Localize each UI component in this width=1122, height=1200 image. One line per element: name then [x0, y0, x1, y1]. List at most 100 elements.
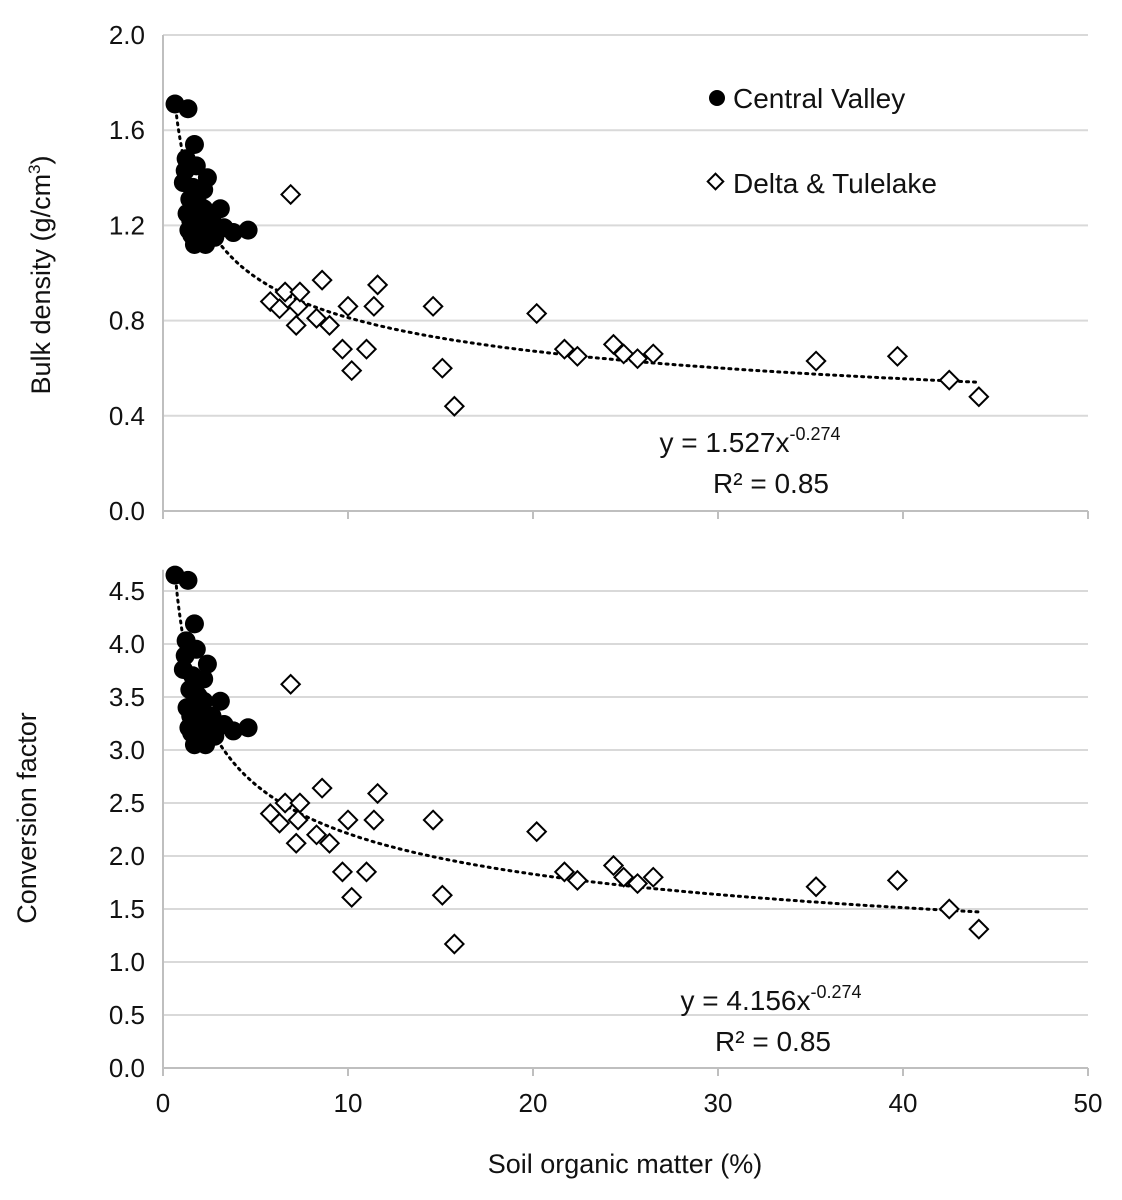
- data-point-delta-tulelake: [886, 345, 909, 367]
- data-point-delta-tulelake: [289, 281, 311, 303]
- data-point-delta-tulelake: [626, 348, 649, 370]
- data-point-delta-tulelake: [280, 183, 302, 206]
- data-point-delta-tulelake: [938, 369, 960, 391]
- y-tick-label: 4.0: [109, 629, 145, 659]
- data-point-central-valley: [181, 706, 201, 726]
- data-point-delta-tulelake: [553, 861, 576, 883]
- y-tick-label: 1.6: [109, 115, 145, 145]
- data-point-central-valley: [238, 718, 258, 738]
- data-point-delta-tulelake: [526, 302, 548, 325]
- top-r-squared: R² = 0.85: [713, 468, 829, 499]
- data-point-delta-tulelake: [311, 269, 333, 291]
- power-trendline: [173, 100, 981, 384]
- data-point-delta-tulelake: [268, 812, 291, 834]
- data-point-delta-tulelake: [443, 395, 465, 417]
- data-point-central-valley: [182, 225, 202, 245]
- data-point-delta-tulelake: [337, 295, 359, 317]
- data-point-delta-tulelake: [274, 792, 296, 814]
- y-tick-label: 0.0: [109, 496, 145, 526]
- top-y-axis-title: Bulk density (g/cm3): [25, 155, 56, 394]
- data-point-delta-tulelake: [355, 338, 378, 360]
- data-point-delta-tulelake: [285, 832, 307, 854]
- y-tick-label: 2.0: [109, 20, 145, 50]
- y-tick-label: 1.2: [109, 210, 145, 240]
- data-point-central-valley: [238, 220, 258, 240]
- data-point-central-valley: [178, 99, 198, 119]
- y-tick-label: 0.4: [109, 401, 145, 431]
- data-point-delta-tulelake: [626, 872, 649, 895]
- x-tick-label: 30: [704, 1088, 733, 1118]
- data-point-delta-tulelake: [566, 869, 589, 891]
- conversion-factor-chart: 0.0 0.5 1.0 1.5 2.0 2.5 3.0 3.5 4.0 4.5 0 10 20 30 40 5…: [109, 565, 1103, 1118]
- bulk-density-chart: 0.0 0.4 0.8 1.2 1.6 2.0: [109, 20, 1089, 526]
- data-point-delta-tulelake: [355, 861, 378, 883]
- data-point-delta-tulelake: [366, 274, 389, 296]
- data-point-delta-tulelake: [363, 809, 385, 831]
- x-tick-label: 40: [889, 1088, 918, 1118]
- data-point-delta-tulelake: [968, 386, 990, 408]
- data-point-delta-tulelake: [311, 777, 333, 799]
- data-point-delta-tulelake: [305, 824, 328, 846]
- data-point-central-valley: [186, 156, 206, 176]
- data-point-delta-tulelake: [318, 314, 341, 336]
- data-point-delta-tulelake: [422, 295, 444, 317]
- bottom-r-squared: R² = 0.85: [715, 1026, 831, 1057]
- data-point-central-valley: [186, 639, 206, 659]
- y-tick-label: 1.0: [109, 947, 145, 977]
- y-tick-label: 4.5: [109, 576, 145, 606]
- data-point-central-valley: [184, 614, 204, 634]
- data-point-delta-tulelake: [287, 809, 309, 831]
- bottom-equation: y = 4.156x-0.274: [680, 982, 861, 1016]
- legend-marker-delta-tulelake: [706, 172, 725, 191]
- top-equation: y = 1.527x-0.274: [659, 424, 840, 458]
- data-point-delta-tulelake: [613, 866, 635, 888]
- data-point-delta-tulelake: [431, 884, 453, 906]
- data-point-delta-tulelake: [938, 898, 960, 920]
- data-point-delta-tulelake: [274, 281, 296, 303]
- x-tick-label: 50: [1074, 1088, 1103, 1118]
- data-point-delta-tulelake: [642, 866, 664, 888]
- data-point-delta-tulelake: [366, 782, 389, 805]
- data-point-central-valley: [182, 723, 202, 743]
- data-point-delta-tulelake: [968, 918, 990, 940]
- data-point-delta-tulelake: [363, 295, 385, 317]
- y-tick-label: 1.5: [109, 894, 145, 924]
- data-point-delta-tulelake: [422, 809, 444, 831]
- y-tick-label: 3.0: [109, 735, 145, 765]
- y-tick-label: 3.5: [109, 682, 145, 712]
- y-tick-label: 2.0: [109, 841, 145, 871]
- data-point-delta-tulelake: [602, 854, 625, 877]
- data-point-delta-tulelake: [289, 792, 311, 814]
- data-point-delta-tulelake: [331, 861, 354, 883]
- data-point-central-valley: [214, 218, 234, 238]
- data-point-delta-tulelake: [337, 809, 359, 831]
- data-point-delta-tulelake: [553, 338, 576, 360]
- data-point-central-valley: [210, 691, 230, 711]
- data-point-central-valley: [194, 691, 214, 711]
- data-point-delta-tulelake: [886, 869, 909, 891]
- data-point-central-valley: [184, 134, 204, 154]
- y-tick-label: 2.5: [109, 788, 145, 818]
- data-point-delta-tulelake: [305, 307, 328, 329]
- data-point-delta-tulelake: [526, 821, 548, 843]
- bottom-y-axis-title: Conversion factor: [12, 712, 42, 924]
- data-point-delta-tulelake: [268, 298, 291, 320]
- data-point-central-valley: [183, 666, 203, 686]
- data-point-delta-tulelake: [341, 886, 363, 908]
- power-trendline: [173, 570, 981, 914]
- data-point-delta-tulelake: [443, 933, 465, 955]
- y-tick-label: 0.5: [109, 1000, 145, 1030]
- data-point-delta-tulelake: [285, 314, 307, 336]
- data-point-delta-tulelake: [318, 832, 341, 854]
- y-tick-label: 0.0: [109, 1053, 145, 1083]
- data-point-delta-tulelake: [805, 350, 827, 372]
- data-point-delta-tulelake: [642, 343, 664, 365]
- x-axis-title: Soil organic matter (%): [488, 1149, 763, 1179]
- data-point-delta-tulelake: [331, 338, 354, 360]
- data-point-delta-tulelake: [431, 357, 453, 379]
- data-point-central-valley: [181, 211, 201, 231]
- data-point-delta-tulelake: [280, 673, 302, 695]
- data-point-central-valley: [194, 199, 214, 219]
- data-point-central-valley: [214, 715, 234, 735]
- data-point-delta-tulelake: [566, 345, 589, 367]
